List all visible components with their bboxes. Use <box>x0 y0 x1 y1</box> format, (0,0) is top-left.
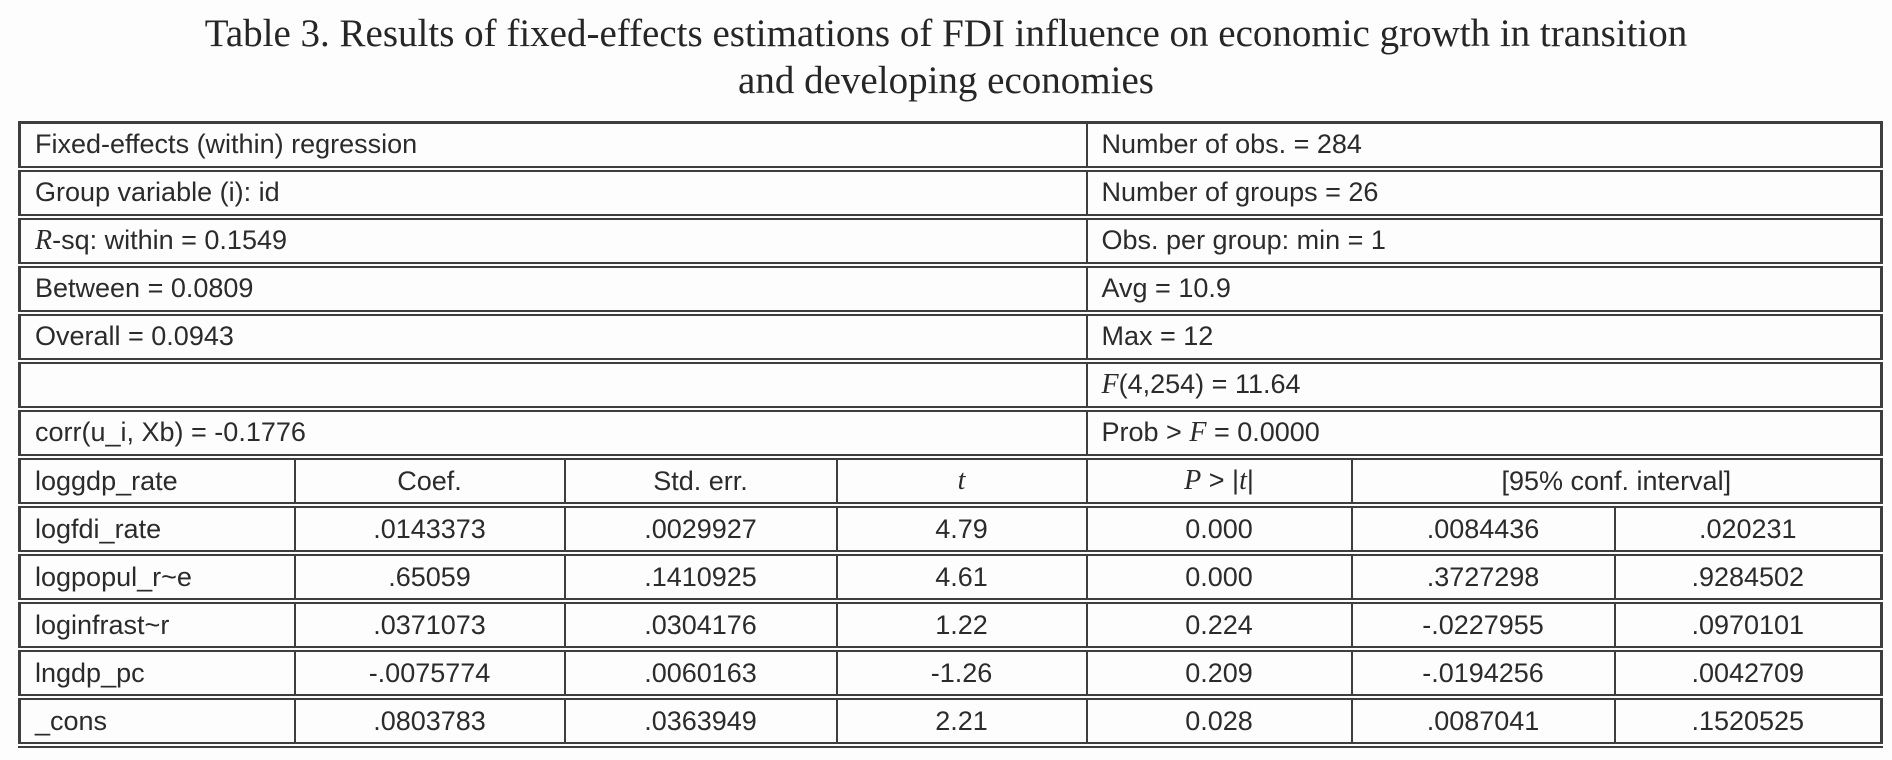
cell-ci-low: .0087041 <box>1350 694 1616 748</box>
cell-t: 1.22 <box>835 598 1088 652</box>
summary-right-cell: Avg = 10.9 <box>1085 262 1884 316</box>
summary-right-cell: Prob > F = 0.0000 <box>1085 406 1884 460</box>
table-row: logfdi_rate .0143373 .0029927 4.79 0.000… <box>18 502 1884 556</box>
cell-coef: .65059 <box>293 550 566 604</box>
summary-left-cell: Group variable (i): id <box>17 166 1088 220</box>
cell-t: 2.21 <box>835 694 1088 748</box>
coef-header-row: loggdp_rate Coef. Std. err. t P > |t| [9… <box>18 454 1884 508</box>
cell-pvalue: 0.209 <box>1085 646 1353 700</box>
table-caption: Table 3. Results of fixed-effects estima… <box>56 10 1836 104</box>
summary-row: Fixed-effects (within) regression Number… <box>17 121 1884 172</box>
cell-stderr: .1410925 <box>563 550 838 604</box>
summary-left-cell: Overall = 0.0943 <box>17 310 1088 364</box>
table-row: logpopul_r~e .65059 .1410925 4.61 0.000 … <box>18 550 1884 604</box>
table-row: _cons .0803783 .0363949 2.21 0.028 .0087… <box>18 694 1884 748</box>
cell-ci-high: .0042709 <box>1613 646 1884 700</box>
cell-ci-high: .9284502 <box>1613 550 1884 604</box>
cell-ci-low: .3727298 <box>1350 550 1616 604</box>
summary-right-cell: F(4,254) = 11.64 <box>1085 358 1884 412</box>
summary-row: Between = 0.0809 Avg = 10.9 <box>17 262 1884 316</box>
summary-row: F(4,254) = 11.64 <box>17 358 1884 412</box>
header-pvalue: P > |t| <box>1085 454 1353 508</box>
header-t: t <box>835 454 1088 508</box>
cell-pvalue: 0.224 <box>1085 598 1353 652</box>
cell-coef: -.0075774 <box>293 646 566 700</box>
table-row: lngdp_pc -.0075774 .0060163 -1.26 0.209 … <box>18 646 1884 700</box>
cell-pvalue: 0.028 <box>1085 694 1353 748</box>
summary-right-cell: Max = 12 <box>1085 310 1884 364</box>
regression-results-table: Fixed-effects (within) regression Number… <box>17 121 1884 748</box>
summary-row: corr(u_i, Xb) = -0.1776 Prob > F = 0.000… <box>17 406 1884 460</box>
cell-ci-low: -.0227955 <box>1350 598 1616 652</box>
cell-variable: logfdi_rate <box>18 502 296 556</box>
cell-t: 4.79 <box>835 502 1088 556</box>
cell-variable: loginfrast~r <box>18 598 296 652</box>
header-depvar: loggdp_rate <box>18 454 296 508</box>
header-coef: Coef. <box>293 454 566 508</box>
summary-left-cell: R-sq: within = 0.1549 <box>17 214 1088 268</box>
cell-variable: logpopul_r~e <box>18 550 296 604</box>
cell-stderr: .0029927 <box>563 502 838 556</box>
cell-variable: lngdp_pc <box>18 646 296 700</box>
cell-pvalue: 0.000 <box>1085 550 1353 604</box>
cell-t: -1.26 <box>835 646 1088 700</box>
cell-coef: .0143373 <box>293 502 566 556</box>
cell-coef: .0803783 <box>293 694 566 748</box>
cell-ci-high: .0970101 <box>1613 598 1884 652</box>
summary-left-cell: Between = 0.0809 <box>17 262 1088 316</box>
summary-right-cell: Number of obs. = 284 <box>1085 121 1884 172</box>
cell-ci-low: .0084436 <box>1350 502 1616 556</box>
summary-left-cell <box>17 358 1088 412</box>
summary-right-cell: Obs. per group: min = 1 <box>1085 214 1884 268</box>
cell-coef: .0371073 <box>293 598 566 652</box>
cell-t: 4.61 <box>835 550 1088 604</box>
table-row: loginfrast~r .0371073 .0304176 1.22 0.22… <box>18 598 1884 652</box>
table-caption-line2: and developing economies <box>738 59 1154 102</box>
summary-row: Group variable (i): id Number of groups … <box>17 166 1884 220</box>
summary-row: R-sq: within = 0.1549 Obs. per group: mi… <box>17 214 1884 268</box>
summary-right-cell: Number of groups = 26 <box>1085 166 1884 220</box>
cell-stderr: .0304176 <box>563 598 838 652</box>
header-stderr: Std. err. <box>563 454 838 508</box>
summary-left-cell: corr(u_i, Xb) = -0.1776 <box>17 406 1088 460</box>
table-caption-line1: Table 3. Results of fixed-effects estima… <box>204 12 1688 55</box>
summary-left-cell: Fixed-effects (within) regression <box>17 121 1088 172</box>
cell-pvalue: 0.000 <box>1085 502 1353 556</box>
summary-row: Overall = 0.0943 Max = 12 <box>17 310 1884 364</box>
cell-ci-high: .1520525 <box>1613 694 1884 748</box>
cell-ci-low: -.0194256 <box>1350 646 1616 700</box>
cell-stderr: .0363949 <box>563 694 838 748</box>
cell-ci-high: .020231 <box>1613 502 1884 556</box>
header-conf-interval: [95% conf. interval] <box>1350 454 1884 508</box>
cell-stderr: .0060163 <box>563 646 838 700</box>
cell-variable: _cons <box>18 694 296 748</box>
